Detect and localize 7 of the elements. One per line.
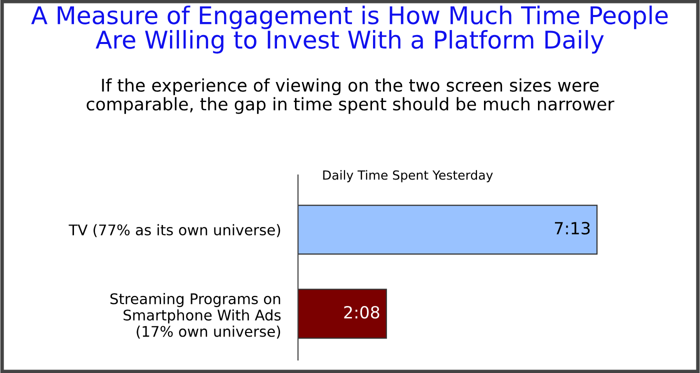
chart-subtitle: If the experience of viewing on the two screen sizes were comparable, the gap in time spent should be much narrower — [86, 78, 614, 114]
y-tick-label: Streaming Programs on Smartphone With Ads (17% own universe) — [110, 292, 281, 339]
data-label: 7:13 — [554, 222, 590, 234]
y-tick-label: TV (77% as its own universe) — [68, 224, 280, 238]
x-axis-title: Daily Time Spent Yesterday — [323, 170, 493, 182]
data-label: 2:08 — [344, 306, 380, 319]
chart-title: A Measure of Engagement is How Much Time People Are Willing to Invest With a Platform Daily — [31, 6, 668, 54]
